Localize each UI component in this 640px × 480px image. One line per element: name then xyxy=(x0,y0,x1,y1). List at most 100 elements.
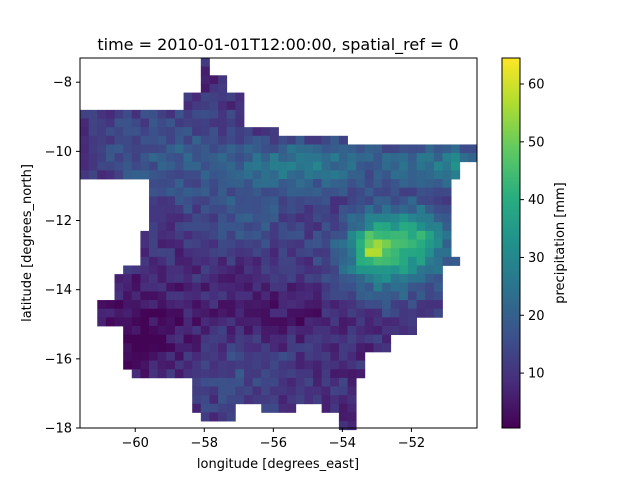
heatmap-cell xyxy=(166,369,176,379)
heatmap-cell xyxy=(183,196,193,206)
heatmap-cell xyxy=(226,386,236,396)
heatmap-cell xyxy=(295,187,305,197)
heatmap-cell xyxy=(166,144,176,154)
heatmap-cell xyxy=(226,395,236,405)
heatmap-cell xyxy=(399,161,409,171)
heatmap-cell xyxy=(80,135,90,145)
heatmap-cell xyxy=(416,170,426,180)
heatmap-cell xyxy=(200,256,210,266)
heatmap-cell xyxy=(269,351,279,361)
heatmap-cell xyxy=(416,291,426,301)
heatmap-cell xyxy=(321,230,331,240)
heatmap-cell xyxy=(97,153,107,163)
heatmap-cell xyxy=(287,291,297,301)
heatmap-cell xyxy=(183,256,193,266)
heatmap-cell xyxy=(356,265,366,275)
heatmap-cell xyxy=(200,403,210,413)
heatmap-cell xyxy=(131,334,141,344)
heatmap-cell xyxy=(174,334,184,344)
heatmap-cell xyxy=(399,196,409,206)
heatmap-cell xyxy=(278,360,288,370)
heatmap-cell xyxy=(97,170,107,180)
heatmap-cell xyxy=(123,161,133,171)
heatmap-cell xyxy=(97,118,107,128)
heatmap-cell xyxy=(295,317,305,327)
heatmap-cell xyxy=(157,144,167,154)
heatmap-cell xyxy=(278,274,288,284)
heatmap-cell xyxy=(278,317,288,327)
heatmap-cell xyxy=(80,127,90,137)
heatmap-cell xyxy=(235,300,245,310)
heatmap-cell xyxy=(157,351,167,361)
heatmap-cell xyxy=(373,308,383,318)
heatmap-cell xyxy=(105,308,115,318)
heatmap-cell xyxy=(287,230,297,240)
heatmap-cell xyxy=(183,179,193,189)
heatmap-cell xyxy=(278,369,288,379)
heatmap-cell xyxy=(209,386,219,396)
heatmap-cell xyxy=(261,204,271,214)
heatmap-cell xyxy=(226,187,236,197)
heatmap-cell xyxy=(261,127,271,137)
heatmap-cell xyxy=(416,248,426,258)
heatmap-cell xyxy=(140,135,150,145)
heatmap-cell xyxy=(425,196,435,206)
heatmap-cell xyxy=(166,153,176,163)
heatmap-cell xyxy=(97,308,107,318)
heatmap-cell xyxy=(364,222,374,232)
heatmap-cell xyxy=(304,135,314,145)
heatmap-cell xyxy=(451,161,461,171)
heatmap-cell xyxy=(287,360,297,370)
heatmap-cell xyxy=(347,144,357,154)
heatmap-cell xyxy=(269,144,279,154)
heatmap-cell xyxy=(192,274,202,284)
heatmap-cell xyxy=(356,204,366,214)
heatmap-cell xyxy=(105,109,115,119)
heatmap-cell xyxy=(149,118,159,128)
x-tick-label: −58 xyxy=(191,436,218,451)
heatmap-cell xyxy=(243,334,254,344)
heatmap-cell xyxy=(451,256,461,266)
heatmap-cell xyxy=(390,256,400,266)
heatmap-cell xyxy=(373,265,383,275)
heatmap-cell xyxy=(192,325,202,336)
heatmap-cell xyxy=(347,291,357,301)
heatmap-cell xyxy=(252,377,262,387)
heatmap-cell xyxy=(209,274,219,284)
heatmap-cell xyxy=(287,265,297,275)
heatmap-cell xyxy=(235,395,245,405)
heatmap-cell xyxy=(252,308,262,318)
y-tick-label: −10 xyxy=(45,145,72,160)
heatmap-cell xyxy=(407,222,417,232)
heatmap-cell xyxy=(364,230,374,240)
heatmap-cell xyxy=(364,248,374,258)
heatmap-cell xyxy=(407,187,417,197)
heatmap-cell xyxy=(373,282,383,292)
heatmap-cell xyxy=(433,256,443,266)
heatmap-cell xyxy=(269,395,279,405)
heatmap-cell xyxy=(364,334,374,344)
heatmap-cell xyxy=(304,351,314,361)
heatmap-cell xyxy=(295,239,305,249)
heatmap-cell xyxy=(131,369,141,379)
heatmap-cell xyxy=(338,369,348,379)
heatmap-cell xyxy=(278,196,288,206)
heatmap-cell xyxy=(140,144,150,154)
heatmap-cell xyxy=(252,144,262,154)
heatmap-cell xyxy=(174,153,184,163)
heatmap-cell xyxy=(192,222,202,232)
heatmap-cell xyxy=(399,204,409,214)
heatmap-cell xyxy=(347,360,357,370)
heatmap-cell xyxy=(390,265,400,275)
heatmap-cell xyxy=(425,153,435,163)
heatmap-cell xyxy=(269,256,279,266)
heatmap-cell xyxy=(373,153,383,163)
heatmap-cell xyxy=(209,369,219,379)
heatmap-cell xyxy=(174,369,184,379)
heatmap-cell xyxy=(347,265,357,275)
heatmap-cell xyxy=(261,377,271,387)
heatmap-cell xyxy=(269,179,279,189)
heatmap-cell xyxy=(304,317,314,327)
heatmap-cell xyxy=(287,274,297,284)
